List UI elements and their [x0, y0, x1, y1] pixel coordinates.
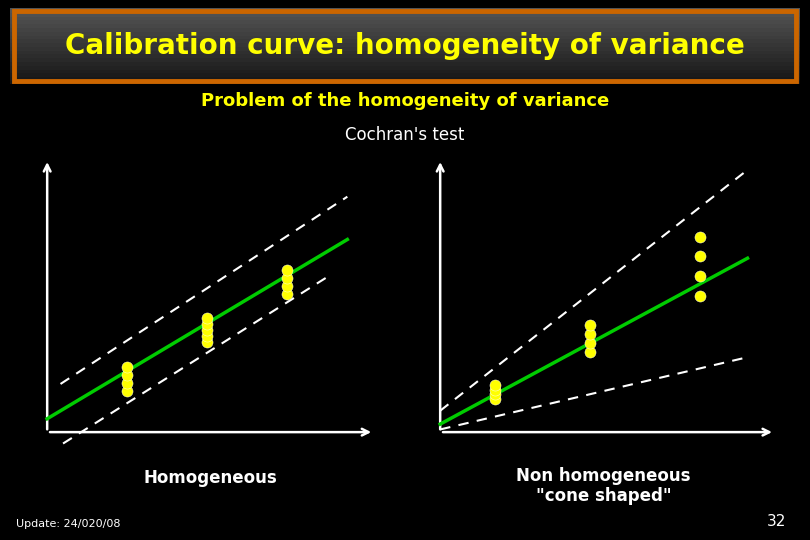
Text: Update: 24/020/08: Update: 24/020/08: [16, 519, 121, 529]
Text: Homogeneous: Homogeneous: [143, 469, 278, 487]
Bar: [10, 50, 800, 53]
Bar: [10, 27, 800, 31]
Bar: [10, 76, 800, 80]
Text: Non homogeneous
"cone shaped": Non homogeneous "cone shaped": [516, 467, 691, 505]
Bar: [10, 65, 800, 69]
Bar: [10, 42, 800, 46]
Bar: [10, 80, 800, 84]
Bar: [10, 8, 800, 12]
Bar: [10, 61, 800, 65]
Text: 32: 32: [766, 514, 786, 529]
Bar: [10, 35, 800, 38]
Bar: [10, 38, 800, 42]
Bar: [10, 16, 800, 19]
Bar: [10, 72, 800, 76]
Bar: [10, 57, 800, 61]
Bar: [10, 69, 800, 72]
Bar: [10, 53, 800, 57]
Bar: [10, 12, 800, 16]
Text: Problem of the homogeneity of variance: Problem of the homogeneity of variance: [201, 92, 609, 110]
Bar: [10, 19, 800, 23]
Text: Cochran's test: Cochran's test: [345, 126, 465, 144]
Bar: [10, 46, 800, 50]
Bar: [10, 31, 800, 35]
Text: Calibration curve: homogeneity of variance: Calibration curve: homogeneity of varian…: [65, 32, 745, 60]
Bar: [10, 23, 800, 27]
